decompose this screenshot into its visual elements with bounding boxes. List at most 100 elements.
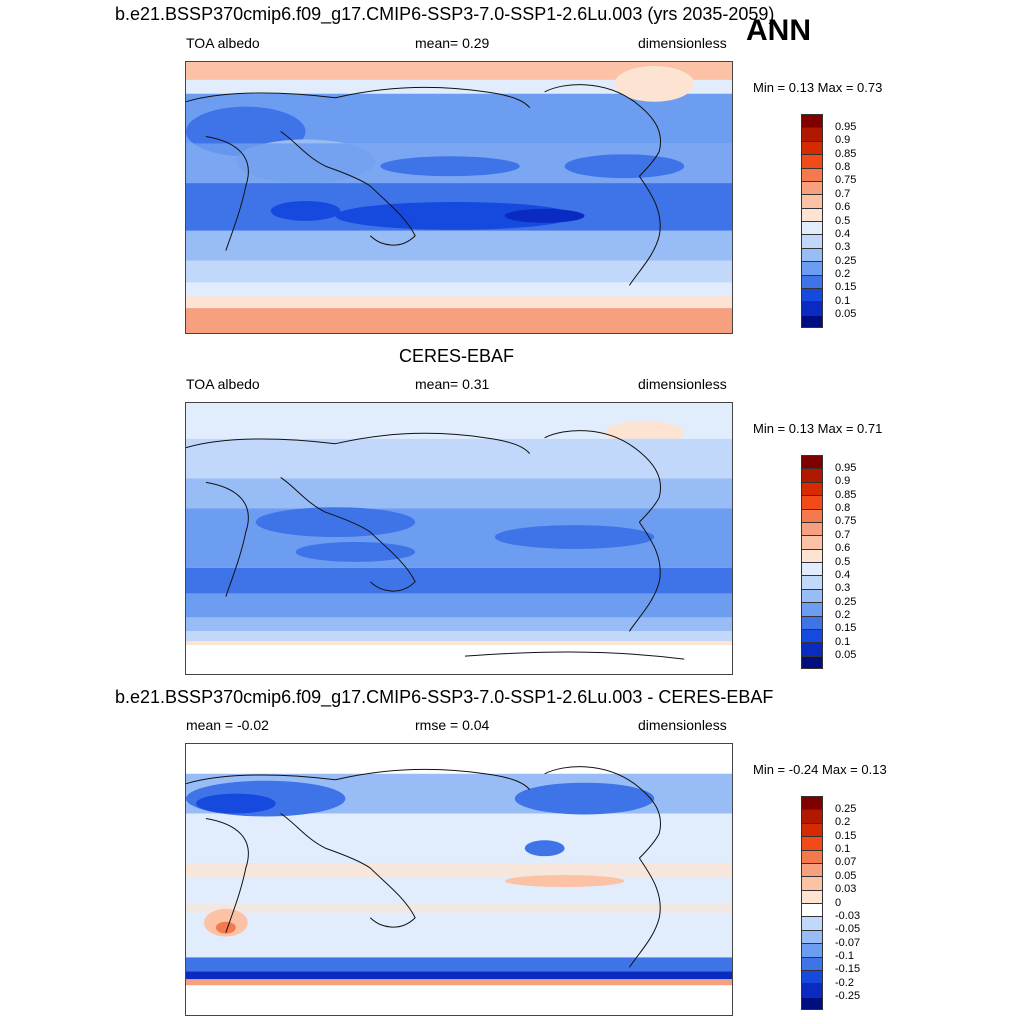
colorbar-label: 0.1 xyxy=(835,635,851,648)
panel3-title: b.e21.BSSP370cmip6.f09_g17.CMIP6-SSP3-7.… xyxy=(115,687,774,707)
panel1-map-field xyxy=(186,62,732,333)
panel1-map xyxy=(185,61,733,334)
colorbar-label: 0.5 xyxy=(835,555,851,568)
colorbar-label: 0.95 xyxy=(835,461,857,474)
colorbar-swatch xyxy=(801,996,823,1010)
colorbar-swatch xyxy=(801,521,823,536)
colorbar-swatch xyxy=(801,508,823,522)
colorbar-label: 0.8 xyxy=(835,161,851,173)
colorbar-swatch xyxy=(801,140,823,155)
colorbar-swatch xyxy=(801,261,823,275)
colorbar-label: 0.9 xyxy=(835,475,851,488)
colorbar-swatch xyxy=(801,247,823,262)
colorbar-label: 0.6 xyxy=(835,201,851,214)
colorbar-swatch xyxy=(801,221,823,235)
colorbar-swatch xyxy=(801,929,823,944)
season-label: ANN xyxy=(746,14,811,47)
colorbar-swatch xyxy=(801,207,823,221)
colorbar-swatch xyxy=(801,983,823,997)
colorbar-swatch xyxy=(801,956,823,970)
colorbar-swatch xyxy=(801,535,823,549)
colorbar-swatch xyxy=(801,194,823,208)
colorbar-label: 0.6 xyxy=(835,542,851,555)
colorbar-label: -0.25 xyxy=(835,990,861,1003)
colorbar-label: -0.05 xyxy=(835,923,861,936)
colorbar-label: 0.2 xyxy=(835,268,851,280)
colorbar-swatch xyxy=(801,822,823,837)
colorbar-swatch xyxy=(801,154,823,168)
panel1-units: dimensionless xyxy=(638,35,727,51)
colorbar-swatch xyxy=(801,180,823,195)
colorbar-label: -0.1 xyxy=(835,950,854,962)
colorbar-swatch xyxy=(801,114,823,128)
colorbar-swatch xyxy=(801,615,823,629)
colorbar-swatch xyxy=(801,796,823,810)
colorbar-label: 0.4 xyxy=(835,568,851,581)
colorbar-label: -0.2 xyxy=(835,976,854,989)
colorbar-label: 0.3 xyxy=(835,241,851,254)
panel2-minmax: Min = 0.13 Max = 0.71 xyxy=(753,421,883,436)
panel1-minmax: Min = 0.13 Max = 0.73 xyxy=(753,80,883,95)
panel3-rmse: rmse = 0.04 xyxy=(415,717,490,733)
panel3-minmax: Min = -0.24 Max = 0.13 xyxy=(753,762,887,777)
panel1-mean: mean= 0.29 xyxy=(415,35,490,51)
colorbar-label: 0.1 xyxy=(835,843,851,855)
colorbar-label: 0.03 xyxy=(835,883,857,896)
colorbar-label: 0.95 xyxy=(835,120,857,133)
panel3-map xyxy=(185,743,733,1016)
colorbar-label: 0.5 xyxy=(835,214,851,227)
colorbar-label: 0.7 xyxy=(835,187,851,200)
colorbar-swatch xyxy=(801,876,823,890)
colorbar-swatch xyxy=(801,836,823,850)
panel2-map xyxy=(185,402,733,675)
colorbar-swatch xyxy=(801,916,823,930)
colorbar-label: 0.85 xyxy=(835,147,857,160)
colorbar-label: -0.15 xyxy=(835,963,861,976)
colorbar-label: 0.3 xyxy=(835,582,851,595)
colorbar-swatch xyxy=(801,903,823,917)
colorbar-swatch xyxy=(801,495,823,509)
panel3-map-field xyxy=(186,744,732,1015)
colorbar-swatch xyxy=(801,809,823,823)
colorbar-label: 0.2 xyxy=(835,609,851,621)
colorbar-swatch xyxy=(801,481,823,496)
panel1-variable: TOA albedo xyxy=(186,35,260,51)
panel3-units: dimensionless xyxy=(638,717,727,733)
colorbar-label: 0.25 xyxy=(835,802,857,815)
colorbar-swatch xyxy=(801,548,823,562)
colorbar-swatch xyxy=(801,642,823,656)
colorbar-swatch xyxy=(801,969,823,984)
colorbar-label: 0.7 xyxy=(835,528,851,541)
colorbar-swatch xyxy=(801,943,823,957)
colorbar-swatch xyxy=(801,628,823,643)
panel1-title: b.e21.BSSP370cmip6.f09_g17.CMIP6-SSP3-7.… xyxy=(115,4,775,24)
colorbar-swatch xyxy=(801,655,823,669)
colorbar-label: 0.05 xyxy=(835,869,857,882)
panel1-colorbar: 0.95 0.9 0.85 0.8 0.75 0.7 0.6 0.5 0.4 0.3 0.25 0.2… xyxy=(801,114,856,328)
colorbar-label: 0.15 xyxy=(835,829,857,842)
panel2-map-field xyxy=(186,403,732,674)
panel3-mean: mean = -0.02 xyxy=(186,717,269,733)
colorbar-label: 0.05 xyxy=(835,649,857,662)
panel3-colorbar: 0.25 0.2 0.15 0.1 0.07 0.05 0.03 0 -0.03 -0.05 -0.… xyxy=(801,796,860,1010)
colorbar-swatch xyxy=(801,562,823,576)
colorbar-swatch xyxy=(801,889,823,903)
colorbar-label: 0 xyxy=(835,896,842,909)
panel2-units: dimensionless xyxy=(638,376,727,392)
colorbar-label: -0.03 xyxy=(835,909,861,922)
colorbar-label: 0.1 xyxy=(835,294,851,307)
colorbar-swatch xyxy=(801,274,823,288)
colorbar-swatch xyxy=(801,127,823,141)
panel2-mean: mean= 0.31 xyxy=(415,376,490,392)
colorbar-label: 0.07 xyxy=(835,856,857,869)
colorbar-swatch xyxy=(801,301,823,315)
colorbar-swatch xyxy=(801,602,823,616)
colorbar-label: 0.8 xyxy=(835,502,851,514)
colorbar-label: 0.05 xyxy=(835,308,857,321)
colorbar-label: 0.4 xyxy=(835,227,851,240)
colorbar-label: 0.15 xyxy=(835,281,857,294)
colorbar-swatch xyxy=(801,287,823,302)
colorbar-label: 0.25 xyxy=(835,595,857,608)
colorbar-swatch xyxy=(801,862,823,877)
colorbar-swatch xyxy=(801,314,823,328)
